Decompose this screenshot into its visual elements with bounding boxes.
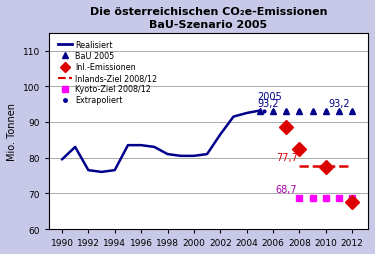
Y-axis label: Mio. Tonnen: Mio. Tonnen — [7, 102, 17, 160]
Text: 77,7: 77,7 — [276, 153, 298, 163]
Title: Die österreichischen CO₂e-Emissionen
BaU-Szenario 2005: Die österreichischen CO₂e-Emissionen BaU… — [90, 7, 327, 30]
Text: 68,7: 68,7 — [276, 185, 297, 195]
Legend: Realisiert, BaU 2005, Inl.-Emissionen, Inlands-Ziel 2008/12, Kyoto-Ziel 2008/12,: Realisiert, BaU 2005, Inl.-Emissionen, I… — [56, 40, 159, 107]
Text: 93,2: 93,2 — [257, 99, 279, 108]
Text: 93,2: 93,2 — [328, 99, 350, 108]
Text: 2005: 2005 — [257, 91, 282, 101]
